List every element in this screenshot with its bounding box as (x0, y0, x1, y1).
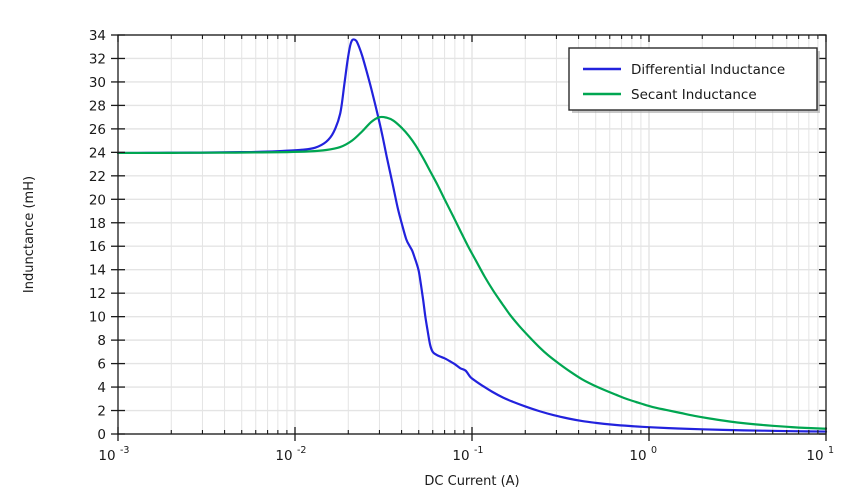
y-tick-label: 20 (89, 192, 106, 208)
y-tick-label: 18 (89, 216, 106, 232)
svg-text:-1: -1 (474, 445, 483, 456)
y-tick-label: 4 (97, 380, 106, 396)
svg-text:1: 1 (828, 445, 834, 456)
x-tick-label: 10 -2 (275, 445, 306, 464)
data-series-layer (116, 38, 828, 433)
axis-ticks (111, 34, 827, 441)
y-tick-label: 24 (89, 145, 106, 161)
svg-text:-3: -3 (120, 445, 129, 456)
y-tick-label: 30 (89, 75, 106, 91)
x-axis-title: DC Current (A) (424, 474, 519, 489)
svg-text:10: 10 (629, 448, 646, 464)
y-tick-label: 8 (97, 333, 106, 349)
y-tick-label: 22 (89, 169, 106, 185)
y-tick-label: 0 (97, 427, 106, 443)
y-axis-title: Indunctance (mH) (22, 176, 37, 293)
y-tick-label: 16 (89, 239, 106, 255)
y-tick-label: 14 (89, 263, 106, 279)
x-tick-label: 10 0 (629, 445, 657, 464)
legend-label-1: Differential Inductance (631, 62, 785, 78)
series-line-1 (116, 38, 828, 433)
y-tick-label: 10 (89, 310, 106, 326)
y-tick-label: 34 (89, 28, 106, 44)
svg-text:10: 10 (275, 448, 292, 464)
svg-text:0: 0 (651, 445, 657, 456)
svg-text:10: 10 (806, 448, 823, 464)
grid-lines (118, 34, 826, 435)
svg-text:10: 10 (452, 448, 469, 464)
x-tick-label: 10 1 (806, 445, 834, 464)
y-tick-label: 12 (89, 286, 106, 302)
svg-text:10: 10 (98, 448, 115, 464)
y-tick-label: 28 (89, 98, 106, 114)
y-tick-label: 32 (89, 51, 106, 67)
x-tick-label: 10 -1 (452, 445, 483, 464)
x-axis-tick-labels: 10 -3 10 -2 10 -1 10 0 10 1 (98, 445, 834, 464)
chart-legend: Differential Inductance Secant Inductance (568, 47, 820, 113)
x-tick-label: 10 -3 (98, 445, 129, 464)
legend-label-2: Secant Inductance (631, 87, 757, 103)
y-tick-label: 26 (89, 122, 106, 138)
series-line-2 (116, 115, 828, 430)
y-tick-label: 6 (97, 357, 106, 373)
y-tick-label: 2 (97, 404, 106, 420)
svg-text:-2: -2 (297, 445, 306, 456)
